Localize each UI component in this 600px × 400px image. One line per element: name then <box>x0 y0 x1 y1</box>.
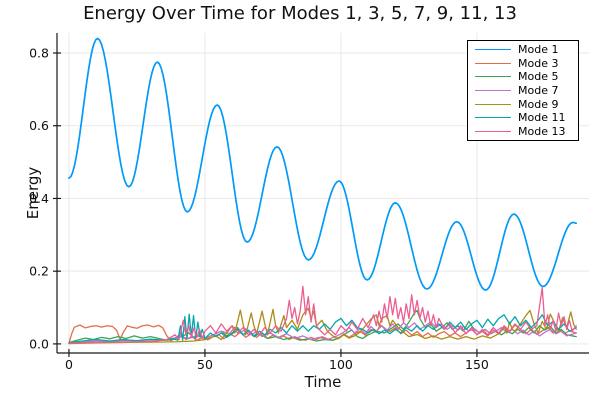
legend-label: Mode 7 <box>518 84 559 97</box>
legend: Mode 1 Mode 3 Mode 5 Mode 7 Mode 9 Mode 11 Mod… <box>467 40 579 141</box>
legend-entry-mode-11: Mode 11 <box>468 111 578 125</box>
legend-entry-mode-13: Mode 13 <box>468 124 578 138</box>
series-line-mode-1 <box>68 37 578 291</box>
x-tick-label: 100 <box>329 357 353 372</box>
legend-entry-mode-7: Mode 7 <box>468 84 578 98</box>
legend-label: Mode 13 <box>518 124 566 138</box>
x-axis-label: Time <box>304 373 342 391</box>
legend-entry-mode-1: Mode 1 <box>468 43 578 57</box>
series-line-mode-13 <box>68 285 577 344</box>
legend-line-sample-mode-7 <box>475 90 511 91</box>
x-tick-label: 0 <box>65 357 73 372</box>
legend-line-sample-mode-5 <box>475 76 511 78</box>
legend-label: Mode 5 <box>518 70 559 84</box>
y-tick-label: 0.8 <box>29 46 49 61</box>
legend-line-sample-mode-1 <box>475 49 511 51</box>
y-tick-label: 0.2 <box>29 264 49 279</box>
legend-label: Mode 1 <box>518 43 559 57</box>
legend-entry-mode-3: Mode 3 <box>468 57 578 71</box>
y-tick-label: 0.4 <box>29 191 49 206</box>
y-tick-label: 0.6 <box>29 118 49 133</box>
legend-line-sample-mode-11 <box>475 117 511 119</box>
y-axis-label: Energy <box>24 166 42 220</box>
legend-entry-mode-9: Mode 9 <box>468 97 578 111</box>
legend-entry-mode-5: Mode 5 <box>468 70 578 84</box>
legend-label: Mode 9 <box>518 97 559 111</box>
legend-line-sample-mode-13 <box>475 130 511 132</box>
x-tick-label: 50 <box>197 357 213 372</box>
legend-line-sample-mode-3 <box>475 62 511 64</box>
chart-title: Energy Over Time for Modes 1, 3, 5, 7, 9… <box>83 3 517 24</box>
x-tick-label: 150 <box>465 357 489 372</box>
y-tick-label: 0.0 <box>29 336 49 351</box>
legend-label: Mode 3 <box>518 56 559 70</box>
legend-line-sample-mode-9 <box>475 103 511 105</box>
legend-label: Mode 11 <box>518 111 566 125</box>
series-line-mode-9 <box>68 307 577 345</box>
